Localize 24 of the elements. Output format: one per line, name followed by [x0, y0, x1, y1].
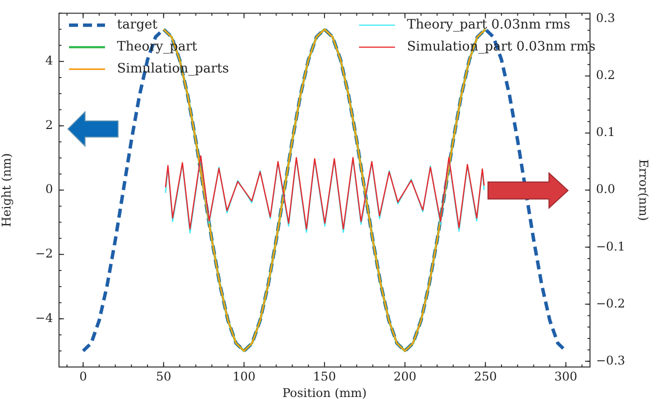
x-tick-label: 250 [474, 369, 497, 384]
y2-tick-label: 0.3 [596, 11, 616, 26]
x-tick-label: 150 [313, 369, 336, 384]
x-tick-label: 300 [554, 369, 578, 384]
y2-tick-label: 0.2 [596, 68, 616, 82]
legend-label: target [117, 18, 158, 33]
x-tick-label: 50 [156, 369, 172, 384]
legend-label: Theory_part 0.03nm rms [407, 18, 570, 33]
y2-tick-label: −0.2 [596, 296, 626, 310]
y-tick-label: 4 [45, 54, 54, 68]
x-tick-label: 200 [394, 369, 416, 384]
x-tick-label: 100 [232, 369, 256, 384]
y2-tick-label: 0.0 [596, 182, 616, 196]
y-tick-label: 0 [45, 182, 53, 196]
y-tick-label: 2 [45, 118, 53, 132]
y-tick-label: −2 [35, 246, 53, 261]
y-axis-title: Height (nm) [0, 153, 14, 228]
y2-axis-title: Error(nm) [636, 159, 650, 221]
x-axis-title: Position (mm) [282, 386, 367, 400]
y-tick-label: −4 [35, 310, 54, 325]
y2-tick-label: −0.3 [596, 353, 626, 368]
x-tick-label: 0 [79, 369, 87, 384]
y2-tick-label: 0.1 [596, 125, 616, 140]
y2-tick-label: −0.1 [596, 239, 626, 254]
